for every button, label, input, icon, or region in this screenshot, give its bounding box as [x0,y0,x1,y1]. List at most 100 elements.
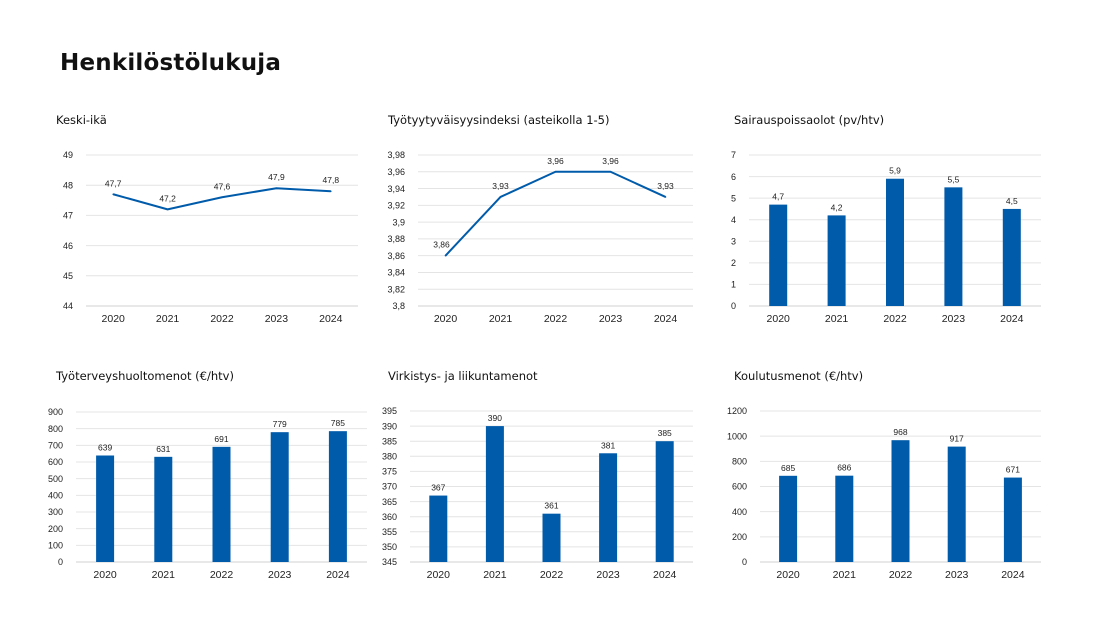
data-label: 361 [544,501,558,511]
y-tick-label: 49 [63,150,73,160]
y-tick-label: 3,9 [392,217,405,227]
data-point [166,208,169,211]
y-tick-label: 3,86 [387,251,405,261]
x-tick-label: 2022 [883,313,907,325]
chart-title: Keski-ikä [56,113,107,127]
y-tick-label: 44 [63,301,73,311]
data-label: 3,86 [433,240,450,250]
x-tick-label: 2020 [102,313,126,325]
y-tick-label: 360 [382,512,397,522]
data-label: 4,7 [772,192,784,202]
bar [96,455,115,562]
x-tick-label: 2022 [540,569,564,581]
x-tick-label: 2024 [1001,569,1025,581]
x-tick-label: 2020 [767,313,791,325]
bar [769,204,788,306]
x-tick-label: 2024 [1000,313,1024,325]
x-tick-label: 2021 [483,569,507,581]
bar [944,187,963,306]
x-tick-label: 2020 [427,569,451,581]
chart-panel-virkistys-ja-liikuntamenot: Virkistys- ja liikuntamenot 345 350 355 360… [382,369,698,589]
x-tick-label: 2023 [596,569,620,581]
bar [270,432,289,562]
y-tick-label: 0 [731,301,736,311]
x-tick-label: 2021 [152,569,176,581]
y-tick-label: 48 [63,180,73,190]
y-tick-label: 390 [382,421,397,431]
bar [779,475,798,562]
x-tick-label: 2023 [942,313,966,325]
y-tick-label: 3,96 [387,167,405,177]
bar [891,440,910,562]
y-tick-label: 900 [48,407,63,417]
chart-panel-tyoterveyshuoltomenot: Työterveyshuoltomenot (€/htv) 0 100 200 300… [48,369,367,589]
x-tick-label: 2022 [210,569,234,581]
data-label: 3,93 [492,181,509,191]
chart-title: Sairauspoissaolot (pv/htv) [734,113,885,127]
y-tick-label: 200 [732,532,747,542]
y-tick-label: 7 [731,150,736,160]
bar [542,513,561,562]
data-label: 917 [950,434,964,444]
data-point [112,193,114,196]
data-label: 685 [781,463,795,473]
y-tick-label: 400 [48,491,63,501]
bar [1002,208,1021,306]
data-point [664,196,667,198]
data-label: 47,6 [214,181,231,191]
y-tick-label: 3,98 [387,150,405,160]
bar [485,426,504,562]
y-tick-label: 45 [63,271,73,281]
data-point [499,196,502,198]
bar [429,495,448,562]
y-tick-label: 1200 [727,406,747,416]
series-line [444,170,666,257]
x-tick-label: 2021 [833,569,857,581]
bar [1003,477,1022,562]
y-tick-label: 500 [48,474,63,484]
y-tick-label: 380 [382,452,397,462]
x-tick-label: 2020 [434,313,458,325]
chart-panel-sairauspoissaolot: Sairauspoissaolot (pv/htv) 0 1 2 3 4 5 6 7 2020 2… [731,113,1044,333]
y-tick-label: 3,84 [387,268,405,278]
y-tick-label: 5 [731,193,736,203]
data-label: 390 [488,413,502,423]
data-label: 381 [601,440,615,450]
y-tick-label: 200 [48,524,63,534]
data-label: 631 [156,444,170,454]
data-point [609,170,612,173]
data-label: 5,5 [947,174,959,184]
data-label: 47,2 [159,193,176,203]
chart-svg: 44 45 46 47 48 49 2020 2021 2022 2023 2024 47,7 47,2… [63,150,358,325]
bar [212,446,231,562]
bar [655,441,674,562]
y-tick-label: 1000 [727,431,747,441]
y-tick-label: 46 [63,241,73,251]
y-tick-label: 3,94 [387,184,405,194]
chart-title: Työterveyshuoltomenot (€/htv) [56,369,234,383]
y-tick-label: 3,8 [392,301,405,311]
data-label: 4,2 [831,202,843,212]
y-tick-label: 800 [732,457,747,467]
series-line [112,187,331,211]
x-tick-label: 2020 [93,569,117,581]
x-tick-label: 2024 [319,313,343,325]
x-tick-label: 2023 [265,313,289,325]
data-label: 3,93 [657,181,674,191]
y-tick-label: 47 [63,211,73,221]
x-tick-label: 2021 [825,313,849,325]
y-tick-label: 3,88 [387,234,405,244]
data-label: 686 [837,463,851,473]
chart-svg: 345 350 355 360 365 370 375 380 385 390 395 2020 202… [382,406,693,581]
bar [154,456,173,562]
data-label: 779 [273,419,287,429]
chart-panel-keski-ika: Keski-ikä 44 45 46 47 48 49 2020 2021 2022 2023 20… [56,113,366,333]
x-tick-label: 2024 [326,569,350,581]
data-point [275,187,278,190]
data-label: 671 [1006,465,1020,475]
x-tick-label: 2024 [653,569,677,581]
x-tick-label: 2023 [268,569,292,581]
data-label: 691 [214,434,228,444]
x-tick-label: 2020 [776,569,800,581]
y-tick-label: 800 [48,424,63,434]
